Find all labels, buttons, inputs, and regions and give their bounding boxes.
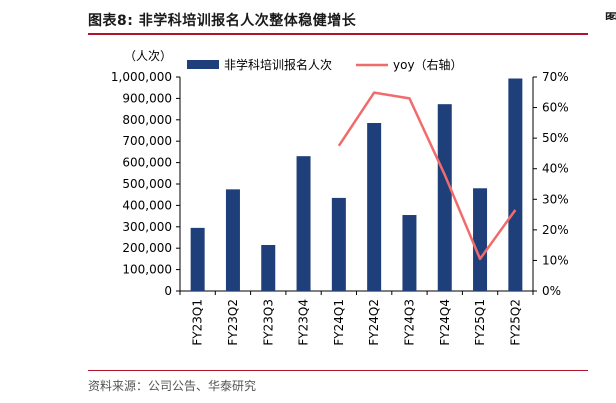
bar bbox=[190, 227, 205, 291]
legend-bar-label: 非学科培训报名人次 bbox=[224, 57, 332, 72]
legend-line-label: yoy（右轴） bbox=[393, 57, 463, 72]
legend-bar-swatch bbox=[187, 60, 219, 69]
right-axis-tick-label: 30% bbox=[542, 192, 569, 206]
x-axis-tick-label: FY23Q3 bbox=[261, 299, 275, 346]
bar bbox=[225, 189, 240, 291]
x-axis-tick-label: FY23Q1 bbox=[191, 299, 205, 346]
bar bbox=[473, 188, 488, 291]
source-note: 资料来源：公司公告、华泰研究 bbox=[88, 379, 257, 393]
left-axis-tick-label: 200,000 bbox=[122, 241, 172, 255]
right-axis-tick-label: 70% bbox=[542, 70, 569, 84]
left-axis-tick-label: 900,000 bbox=[122, 91, 172, 105]
source-divider bbox=[88, 370, 588, 371]
left-axis-tick-label: 700,000 bbox=[122, 134, 172, 148]
right-axis-tick-label: 60% bbox=[542, 101, 569, 115]
bar bbox=[367, 123, 382, 291]
x-axis-tick-label: FY25Q2 bbox=[508, 299, 522, 346]
left-axis-tick-label: 1,000,000 bbox=[111, 70, 172, 84]
left-axis-unit-label: （人次） bbox=[124, 49, 172, 63]
x-axis-tick-label: FY24Q3 bbox=[402, 299, 416, 346]
left-axis-tick-label: 800,000 bbox=[122, 113, 172, 127]
left-axis-tick-label: 300,000 bbox=[122, 220, 172, 234]
bar bbox=[296, 156, 311, 291]
chart-header: 图表8: 非学科培训报名人次整体稳健增长 bbox=[88, 6, 588, 35]
x-axis-tick-label: FY23Q2 bbox=[226, 299, 240, 346]
x-axis-tick-label: FY24Q4 bbox=[438, 299, 452, 346]
right-axis-tick-label: 10% bbox=[542, 253, 569, 267]
x-axis-tick-label: FY24Q1 bbox=[332, 299, 346, 346]
left-axis-tick-label: 400,000 bbox=[122, 198, 172, 212]
left-axis-tick-label: 100,000 bbox=[122, 263, 172, 277]
x-axis-tick-label: FY24Q2 bbox=[367, 299, 381, 346]
bar bbox=[261, 244, 276, 291]
right-axis-tick-label: 20% bbox=[542, 223, 569, 237]
bar bbox=[402, 215, 417, 291]
bar bbox=[437, 104, 452, 291]
right-axis-tick-label: 0% bbox=[542, 284, 561, 298]
bar bbox=[331, 197, 346, 291]
left-axis-tick-label: 600,000 bbox=[122, 156, 172, 170]
x-axis-tick-label: FY23Q4 bbox=[297, 299, 311, 346]
bar bbox=[508, 78, 523, 291]
title-divider bbox=[88, 33, 588, 35]
adjacent-title-glyph: 图 bbox=[605, 12, 616, 20]
right-axis-tick-label: 40% bbox=[542, 162, 569, 176]
right-axis-tick-label: 50% bbox=[542, 131, 569, 145]
chart-title: 图表8: 非学科培训报名人次整体稳健增长 bbox=[88, 13, 357, 29]
left-axis-tick-label: 500,000 bbox=[122, 177, 172, 191]
yoy-line bbox=[337, 91, 517, 261]
left-axis-tick-label: 0 bbox=[164, 284, 172, 298]
x-axis-tick-label: FY25Q1 bbox=[473, 299, 487, 346]
